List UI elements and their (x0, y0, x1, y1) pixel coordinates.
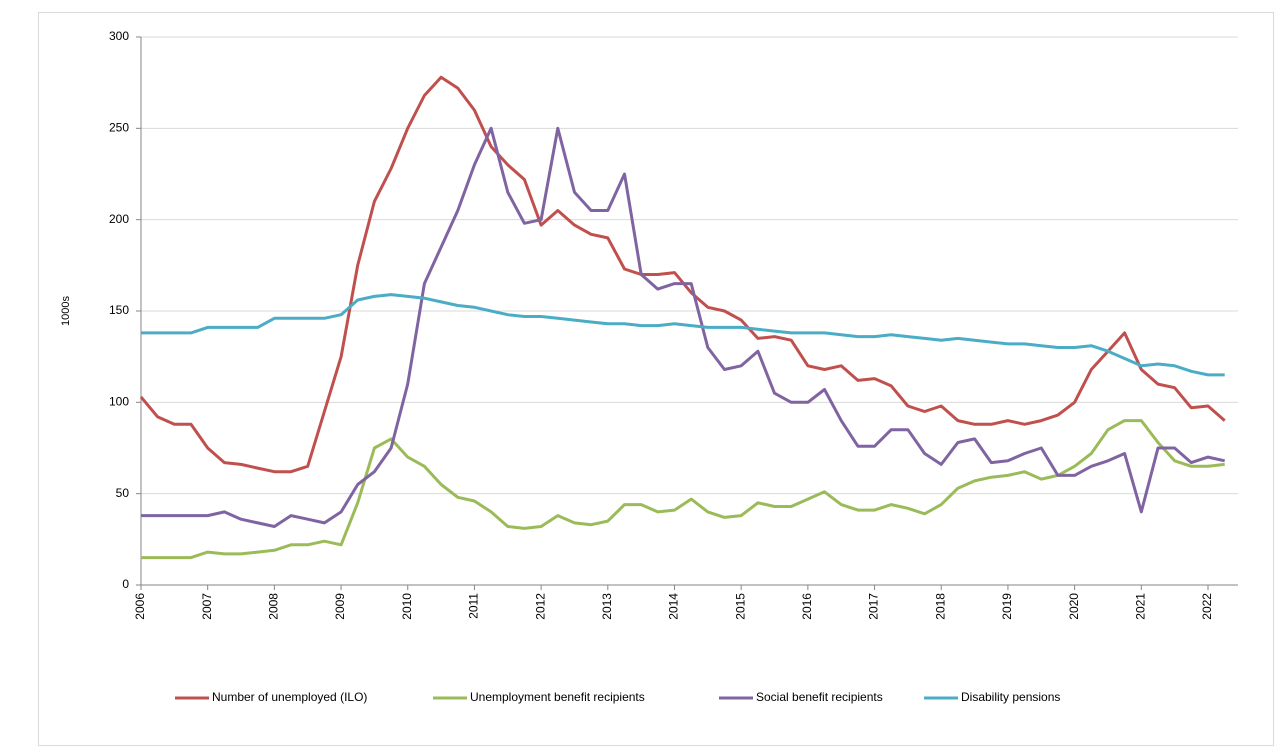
legend-label: Unemployment benefit recipients (470, 690, 645, 704)
y-tick-label: 200 (109, 212, 129, 226)
y-tick-label: 250 (109, 121, 129, 135)
x-tick-label: 2020 (1067, 593, 1081, 620)
x-tick-label: 2007 (200, 593, 214, 620)
y-tick-label: 300 (109, 29, 129, 43)
x-tick-label: 2016 (800, 593, 814, 620)
x-tick-label: 2022 (1200, 593, 1214, 620)
chart-border (38, 12, 1274, 746)
legend-label: Disability pensions (961, 690, 1060, 704)
x-tick-label: 2008 (267, 593, 281, 620)
legend-label: Number of unemployed (ILO) (212, 690, 367, 704)
series-line (141, 293, 1225, 377)
y-tick-label: 50 (116, 486, 130, 500)
y-tick-label: 150 (109, 303, 129, 317)
x-tick-label: 2021 (1133, 593, 1147, 620)
x-tick-label: 2013 (600, 593, 614, 620)
x-tick-label: 2018 (933, 593, 947, 620)
x-tick-label: 2017 (867, 593, 881, 620)
series-line (141, 126, 1226, 528)
series-line (141, 419, 1225, 560)
x-tick-label: 2019 (1000, 593, 1014, 620)
y-axis-label: 1000s (60, 296, 72, 326)
x-tick-label: 2009 (333, 593, 347, 620)
x-tick-label: 2015 (733, 593, 747, 620)
legend-label: Social benefit recipients (756, 690, 883, 704)
x-tick-label: 2011 (467, 593, 481, 619)
y-tick-label: 0 (122, 577, 129, 591)
x-tick-label: 2014 (667, 593, 681, 620)
x-tick-label: 2010 (400, 593, 414, 620)
x-tick-label: 2012 (533, 593, 547, 620)
x-tick-label: 2006 (133, 593, 147, 620)
series-line (139, 75, 1226, 474)
y-tick-label: 100 (109, 395, 129, 409)
